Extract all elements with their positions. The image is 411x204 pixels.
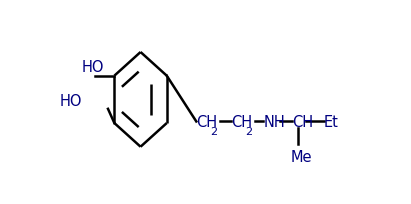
Text: HO: HO: [59, 94, 82, 109]
Text: 2: 2: [210, 126, 217, 136]
Text: CH: CH: [196, 114, 217, 129]
Text: Me: Me: [291, 149, 312, 164]
Text: CH: CH: [231, 114, 252, 129]
Text: Et: Et: [324, 114, 339, 129]
Text: 2: 2: [245, 126, 252, 136]
Text: HO: HO: [82, 59, 104, 74]
Text: NH: NH: [263, 114, 285, 129]
Text: CH: CH: [292, 114, 313, 129]
